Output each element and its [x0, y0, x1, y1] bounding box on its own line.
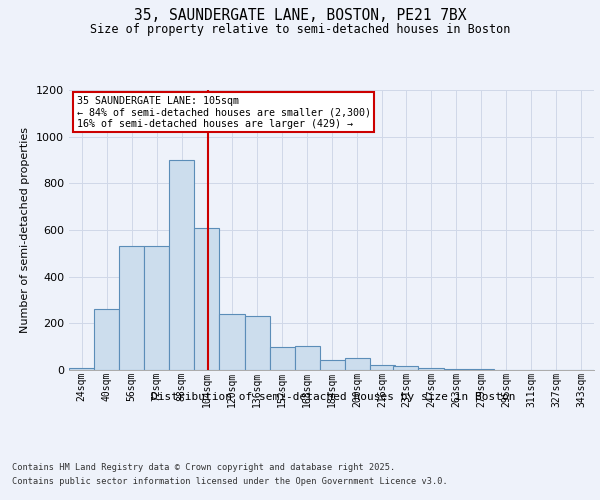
- Bar: [169, 160, 194, 370]
- Y-axis label: Number of semi-detached properties: Number of semi-detached properties: [20, 127, 31, 333]
- Text: 35 SAUNDERGATE LANE: 105sqm
← 84% of semi-detached houses are smaller (2,300)
16: 35 SAUNDERGATE LANE: 105sqm ← 84% of sem…: [77, 96, 371, 129]
- Bar: [394, 366, 418, 370]
- Text: Contains public sector information licensed under the Open Government Licence v3: Contains public sector information licen…: [12, 478, 448, 486]
- Bar: [320, 360, 345, 370]
- Bar: [418, 368, 443, 370]
- Bar: [220, 314, 245, 370]
- Text: 35, SAUNDERGATE LANE, BOSTON, PE21 7BX: 35, SAUNDERGATE LANE, BOSTON, PE21 7BX: [134, 8, 466, 22]
- Bar: [94, 310, 119, 370]
- Bar: [443, 369, 469, 370]
- Bar: [119, 246, 144, 370]
- Bar: [245, 316, 269, 370]
- Bar: [269, 346, 295, 370]
- Text: Distribution of semi-detached houses by size in Boston: Distribution of semi-detached houses by …: [151, 392, 515, 402]
- Text: Contains HM Land Registry data © Crown copyright and database right 2025.: Contains HM Land Registry data © Crown c…: [12, 462, 395, 471]
- Bar: [144, 246, 169, 370]
- Bar: [295, 346, 320, 370]
- Bar: [69, 368, 94, 370]
- Bar: [194, 228, 220, 370]
- Bar: [345, 358, 370, 370]
- Bar: [370, 366, 395, 370]
- Text: Size of property relative to semi-detached houses in Boston: Size of property relative to semi-detach…: [90, 22, 510, 36]
